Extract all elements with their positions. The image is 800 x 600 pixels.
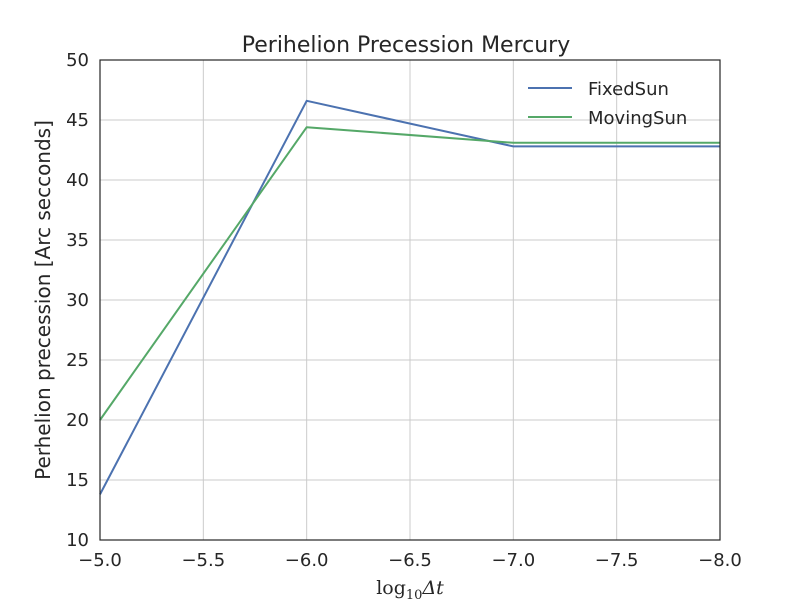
y-tick-label: 35 bbox=[66, 230, 89, 251]
series-line-fixedsun bbox=[99, 99, 720, 495]
y-tick-label: 20 bbox=[66, 410, 89, 431]
x-axis-label-log: log bbox=[376, 577, 406, 599]
y-tick-label: 50 bbox=[66, 50, 89, 71]
x-axis-label: log10Δt bbox=[376, 577, 444, 600]
plot-frame bbox=[99, 59, 721, 541]
y-tick-label: 45 bbox=[66, 110, 89, 131]
x-tick-label: −5.0 bbox=[78, 550, 122, 571]
x-axis-label-subscript: 10 bbox=[406, 588, 423, 600]
legend-label-movingsun: MovingSun bbox=[588, 108, 687, 129]
x-tick-label: −6.0 bbox=[285, 550, 329, 571]
x-tick-label: −6.5 bbox=[388, 550, 432, 571]
series-layer bbox=[99, 99, 720, 495]
chart-title: Perihelion Precession Mercury bbox=[242, 33, 571, 58]
x-tick-label: −7.0 bbox=[491, 550, 535, 571]
y-tick-label: 25 bbox=[66, 350, 89, 371]
y-tick-label: 10 bbox=[66, 530, 89, 551]
x-tick-label: −8.0 bbox=[698, 550, 742, 571]
series-line-movingsun bbox=[99, 126, 720, 421]
y-axis-label: Perhelion precession [Arc secconds] bbox=[31, 120, 55, 480]
y-tick-label: 40 bbox=[66, 170, 89, 191]
x-tick-label: −5.5 bbox=[181, 550, 225, 571]
y-tick-label: 30 bbox=[66, 290, 89, 311]
y-tick-labels: 10 15 20 25 30 35 40 45 50 bbox=[66, 50, 89, 551]
x-tick-label: −7.5 bbox=[595, 550, 639, 571]
legend: FixedSun MovingSun bbox=[528, 79, 687, 129]
x-tick-labels: −5.0 −5.5 −6.0 −6.5 −7.0 −7.5 −8.0 bbox=[78, 550, 742, 571]
x-axis-label-delta-t: Δt bbox=[421, 577, 444, 599]
legend-label-fixedsun: FixedSun bbox=[588, 79, 669, 100]
y-tick-label: 15 bbox=[66, 470, 89, 491]
